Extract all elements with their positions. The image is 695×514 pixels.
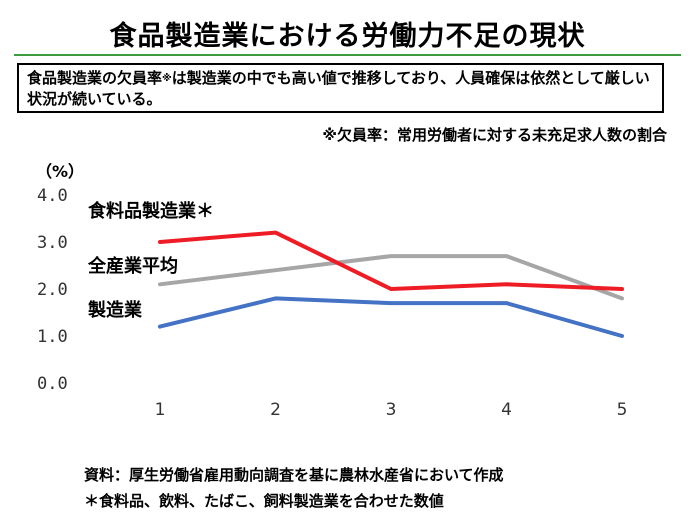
series-label: 食料品製造業＊ [87, 200, 214, 222]
series-label: 全産業平均 [87, 255, 178, 277]
y-tick-label: 3.0 [37, 233, 68, 253]
callout-text-end: は製造業の中でも高い値で推移しており、人員確保は依然として厳しい状況が続いている… [27, 69, 650, 108]
definition-note: ※欠員率：常用労働者に対する未充足求人数の割合 [322, 126, 667, 144]
x-tick-label: 2 [270, 400, 281, 420]
source-note: 資料：厚生労働省雇用動向調査を基に農林水産省において作成 [84, 466, 504, 484]
series-line [158, 230, 624, 291]
y-tick-label: 1.0 [37, 327, 68, 347]
page-title: 食品製造業における労働力不足の現状 [109, 21, 586, 52]
series-label: 製造業 [87, 299, 143, 321]
x-tick-label: 3 [386, 400, 397, 420]
x-tick-label: 1 [155, 400, 166, 420]
x-tick-label: 4 [501, 400, 512, 420]
x-tick-label: 5 [617, 400, 628, 420]
x-axis-ticks: 1 2 3 4 5 [155, 400, 628, 420]
y-axis-unit: （%） [36, 162, 85, 181]
series-line [158, 254, 624, 301]
callout-text-start: 食品製造業の欠員率 [27, 69, 163, 87]
y-axis-ticks: 0.0 1.0 2.0 3.0 4.0 [37, 186, 68, 394]
series-line [158, 296, 624, 338]
series-lines [158, 230, 624, 338]
footnote: ＊食料品、飲料、たばこ、飼料製造業を合わせた数値 [84, 492, 444, 510]
source-notes: 資料：厚生労働省雇用動向調査を基に農林水産省において作成 ＊食料品、飲料、たばこ… [84, 462, 504, 514]
y-tick-label: 0.0 [37, 374, 68, 394]
y-tick-label: 2.0 [37, 280, 68, 300]
y-tick-label: 4.0 [37, 186, 68, 206]
title-underline [14, 54, 681, 56]
callout-reference-mark: ※ [162, 73, 172, 84]
summary-callout: 食品製造業の欠員率※は製造業の中でも高い値で推移しており、人員確保は依然として厳… [17, 63, 664, 113]
